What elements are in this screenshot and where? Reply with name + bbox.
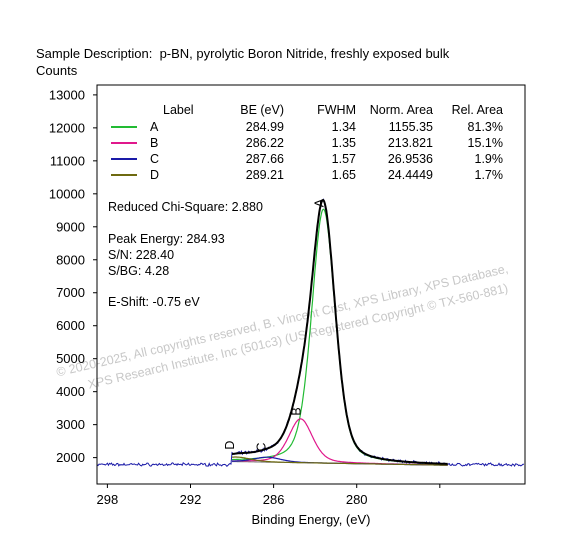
chi-square-text: Reduced Chi-Square: 2.880: [108, 200, 263, 214]
sample-description-text: p-BN, pyrolytic Boron Nitride, freshly e…: [159, 46, 450, 61]
eshift-text: E-Shift: -0.75 eV: [108, 295, 200, 309]
table-cell: 1.35: [332, 136, 356, 150]
y-tick-label: 6000: [56, 318, 85, 333]
x-tick-label: 280: [346, 492, 368, 507]
table-cell: C: [150, 152, 159, 166]
table-cell: 286.22: [246, 136, 284, 150]
y-tick-label: 12000: [49, 120, 85, 135]
x-tick-label: 298: [97, 492, 119, 507]
table-cell: A: [150, 120, 159, 134]
y-tick-label: 13000: [49, 87, 85, 102]
y-tick-label: 5000: [56, 351, 85, 366]
y-units-label: Counts: [36, 63, 78, 78]
table-cell: 1.7%: [475, 168, 504, 182]
y-tick-label: 4000: [56, 384, 85, 399]
peak-labels: A B C D: [223, 198, 326, 451]
table-cell: 26.9536: [388, 152, 433, 166]
table-cell: D: [150, 168, 159, 182]
table-cell: B: [150, 136, 158, 150]
y-tick-label: 2000: [56, 450, 85, 465]
table-header: BE (eV): [240, 103, 284, 117]
x-tick-label: 286: [263, 492, 285, 507]
y-tick-label: 3000: [56, 417, 85, 432]
table-cell: 1155.35: [389, 120, 433, 134]
table-header: Rel. Area: [452, 103, 503, 117]
fit-statistics: Reduced Chi-Square: 2.880 Peak Energy: 2…: [108, 200, 263, 309]
peak-table-legend: Label BE (eV) FWHM Norm. Area Rel. Area A 284.…: [111, 103, 503, 182]
table-cell: 287.66: [246, 152, 284, 166]
table-cell: 284.99: [246, 120, 284, 134]
y-tick-label: 8000: [56, 252, 85, 267]
peak-label-A: A: [312, 198, 326, 207]
y-tick-label: 7000: [56, 285, 85, 300]
table-header: Label: [163, 103, 194, 117]
table-header: FWHM: [317, 103, 356, 117]
x-axis-title: Binding Energy, (eV): [252, 512, 371, 527]
peak-B-component: [232, 418, 448, 466]
copyright-watermark: © 2020-2025, All copyrights reserved, B.…: [55, 262, 509, 392]
table-cell: 24.4449: [388, 168, 433, 182]
table-cell: 289.21: [246, 168, 284, 182]
table-cell: 213.821: [388, 136, 433, 150]
peak-energy-text: Peak Energy: 284.93: [108, 232, 225, 246]
table-cell: 1.9%: [475, 152, 504, 166]
table-cell: 1.34: [332, 120, 356, 134]
y-tick-label: 9000: [56, 219, 85, 234]
envelope-fit: [231, 198, 448, 465]
peak-label-D: D: [223, 441, 237, 450]
peak-D-component: [231, 456, 448, 466]
y-tick-label: 11000: [50, 153, 85, 168]
y-tick-label: 10000: [49, 186, 85, 201]
y-axis: 2000 3000 4000 5000 6000 7000 8000 9000 10000 110…: [49, 87, 97, 465]
peak-label-B: B: [290, 407, 304, 415]
table-header: Norm. Area: [370, 103, 433, 117]
sample-description: Sample Description: p-BN, pyrolytic Boro…: [36, 46, 449, 61]
plot-frame: [96, 84, 526, 485]
table-cell: 15.1%: [468, 136, 503, 150]
x-axis: 298 292 286 280: [97, 484, 441, 507]
sbg-text: S/BG: 4.28: [108, 264, 169, 278]
x-tick-label: 292: [180, 492, 202, 507]
sample-description-prefix: Sample Description:: [36, 46, 153, 61]
spectrum-curves: [96, 198, 524, 468]
peak-label-C: C: [254, 443, 268, 452]
table-cell: 1.57: [332, 152, 356, 166]
table-cell: 81.3%: [468, 120, 503, 134]
table-cell: 1.65: [332, 168, 356, 182]
sn-text: S/N: 228.40: [108, 248, 174, 262]
watermark-line-1: © 2020-2025, All copyrights reserved, B.…: [55, 262, 509, 380]
